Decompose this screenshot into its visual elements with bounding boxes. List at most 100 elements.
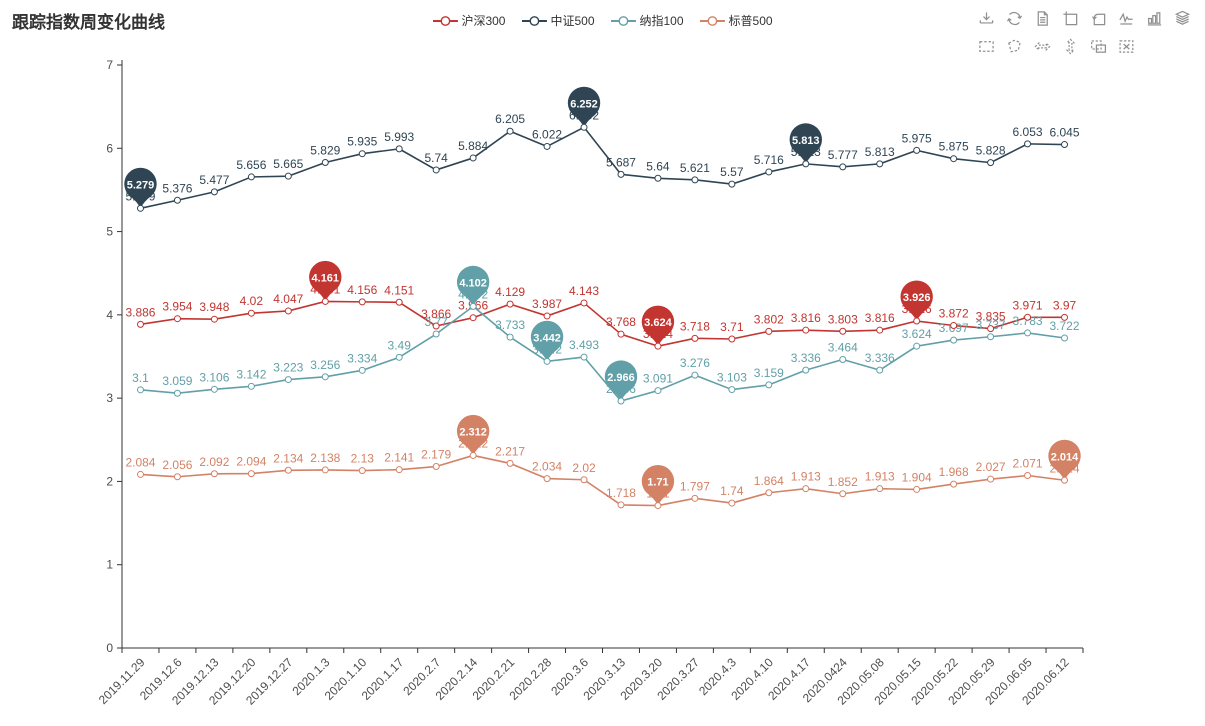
data-point[interactable] <box>1061 313 1069 321</box>
mark-pin[interactable] <box>1048 439 1081 481</box>
data-point[interactable] <box>839 490 847 498</box>
data-point[interactable] <box>395 145 403 153</box>
data-point[interactable] <box>913 342 921 350</box>
data-point[interactable] <box>728 499 736 507</box>
data-point[interactable] <box>543 142 551 150</box>
data-point[interactable] <box>913 317 921 325</box>
brush-keep-icon[interactable] <box>1090 38 1107 55</box>
data-point[interactable] <box>136 470 144 478</box>
data-point[interactable] <box>136 320 144 328</box>
data-point[interactable] <box>839 327 847 335</box>
data-point[interactable] <box>358 298 366 306</box>
data-point[interactable] <box>358 467 366 475</box>
data-point[interactable] <box>321 466 329 474</box>
data-point[interactable] <box>654 342 662 350</box>
data-point[interactable] <box>950 336 958 344</box>
data-point[interactable] <box>728 386 736 394</box>
data-point[interactable] <box>1024 329 1032 337</box>
data-point[interactable] <box>432 166 440 174</box>
data-point[interactable] <box>839 163 847 171</box>
data-point[interactable] <box>469 154 477 162</box>
data-point[interactable] <box>691 176 699 184</box>
data-point[interactable] <box>839 355 847 363</box>
mark-pin[interactable] <box>309 260 342 302</box>
data-point[interactable] <box>506 459 514 467</box>
data-point[interactable] <box>284 376 292 384</box>
data-point[interactable] <box>321 159 329 167</box>
data-point[interactable] <box>284 307 292 315</box>
data-point[interactable] <box>950 322 958 330</box>
data-point[interactable] <box>543 312 551 320</box>
legend-item-sp500[interactable]: 标普500 <box>699 12 773 29</box>
data-point[interactable] <box>432 330 440 338</box>
brush-vertical-icon[interactable] <box>1062 38 1079 55</box>
data-point[interactable] <box>987 159 995 167</box>
mark-pin[interactable] <box>456 265 490 307</box>
mark-pin[interactable] <box>124 167 157 209</box>
data-point[interactable] <box>506 300 514 308</box>
data-point[interactable] <box>469 314 477 322</box>
data-point[interactable] <box>247 173 255 181</box>
data-point[interactable] <box>321 297 329 305</box>
data-point[interactable] <box>728 335 736 343</box>
data-point[interactable] <box>173 389 181 397</box>
mark-pin[interactable] <box>604 360 638 401</box>
data-point[interactable] <box>876 366 884 374</box>
data-point[interactable] <box>580 299 588 307</box>
stack-icon[interactable] <box>1174 10 1191 27</box>
data-point[interactable] <box>765 489 773 497</box>
data-point[interactable] <box>432 322 440 330</box>
data-point[interactable] <box>136 386 144 394</box>
data-point[interactable] <box>210 315 218 323</box>
data-point[interactable] <box>691 371 699 379</box>
data-point[interactable] <box>506 333 514 341</box>
data-point[interactable] <box>210 188 218 196</box>
brush-rect-icon[interactable] <box>978 38 995 55</box>
zoom-reset-icon[interactable] <box>1090 10 1107 27</box>
brush-polygon-icon[interactable] <box>1006 38 1023 55</box>
data-point[interactable] <box>247 382 255 390</box>
data-point[interactable] <box>1061 334 1069 342</box>
save-image-icon[interactable] <box>978 10 995 27</box>
data-point[interactable] <box>691 494 699 502</box>
data-point[interactable] <box>654 387 662 395</box>
mark-pin[interactable] <box>641 305 675 347</box>
data-point[interactable] <box>1024 140 1032 148</box>
restore-icon[interactable] <box>1006 10 1023 27</box>
mark-pin[interactable] <box>456 414 490 456</box>
data-point[interactable] <box>506 127 514 135</box>
data-point[interactable] <box>913 146 921 154</box>
data-point[interactable] <box>728 180 736 188</box>
data-point[interactable] <box>395 353 403 361</box>
data-point[interactable] <box>358 366 366 374</box>
data-point[interactable] <box>617 330 625 338</box>
data-point[interactable] <box>950 480 958 488</box>
data-point[interactable] <box>802 485 810 493</box>
data-point[interactable] <box>1024 472 1032 480</box>
zoom-in-icon[interactable] <box>1062 10 1079 27</box>
data-point[interactable] <box>876 326 884 334</box>
mark-pin[interactable] <box>567 86 601 128</box>
data-point[interactable] <box>1024 313 1032 321</box>
data-point[interactable] <box>210 385 218 393</box>
data-point[interactable] <box>691 334 699 342</box>
data-point[interactable] <box>173 315 181 323</box>
data-point[interactable] <box>950 155 958 163</box>
data-point[interactable] <box>173 473 181 481</box>
mark-pin[interactable] <box>641 465 675 506</box>
data-point[interactable] <box>876 160 884 168</box>
legend-item-hs300[interactable]: 沪深300 <box>432 12 505 29</box>
data-point[interactable] <box>617 170 625 178</box>
data-point[interactable] <box>987 325 995 333</box>
data-point[interactable] <box>247 470 255 478</box>
data-point[interactable] <box>765 381 773 389</box>
bar-chart-icon[interactable] <box>1146 10 1163 27</box>
data-point[interactable] <box>1061 476 1069 484</box>
data-point[interactable] <box>284 466 292 474</box>
data-point[interactable] <box>580 123 588 131</box>
mark-pin[interactable] <box>900 280 933 322</box>
data-point[interactable] <box>654 502 662 510</box>
data-point[interactable] <box>136 204 144 212</box>
data-point[interactable] <box>580 353 588 361</box>
